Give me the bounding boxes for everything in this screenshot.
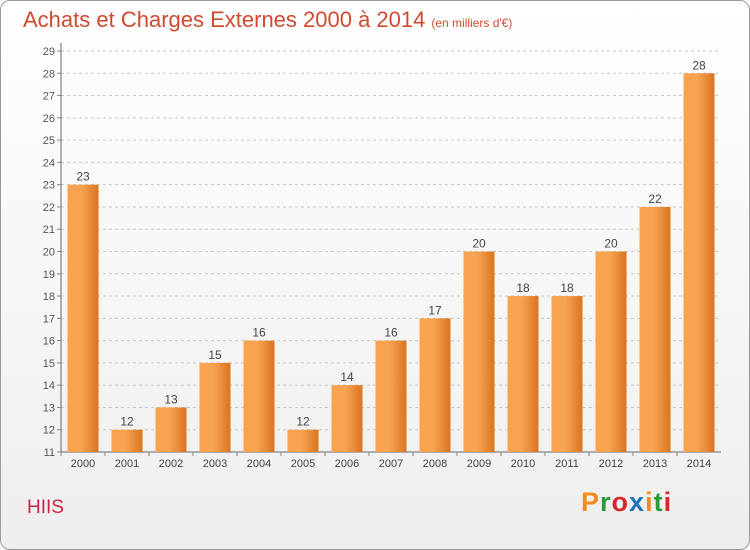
y-tick-label: 18: [43, 291, 55, 303]
bar: [639, 206, 671, 452]
y-tick-label: 11: [44, 447, 55, 459]
x-tick-labels: 2000 2001 2002 2003 2004 2005 2006 2007 2008 2009…: [60, 452, 711, 470]
bar: [683, 73, 715, 453]
x-tick-label: 2005: [291, 458, 315, 470]
x-tick-label: 2000: [71, 458, 95, 470]
bar: [419, 318, 451, 452]
bar: [507, 296, 539, 452]
bar-value-label: 12: [120, 415, 134, 429]
bar-value-label: 15: [208, 348, 222, 362]
bar: [375, 340, 407, 452]
bar: [111, 429, 143, 452]
y-tick-label: 16: [43, 336, 55, 348]
x-tick-label: 2003: [203, 458, 227, 470]
x-tick-label: 2010: [511, 458, 535, 470]
chart-unit: (en milliers d'€): [431, 16, 513, 30]
bar-value-label: 14: [340, 370, 354, 384]
y-tick-label: 14: [43, 380, 55, 392]
x-tick-label: 2013: [643, 458, 667, 470]
x-tick-label: 2012: [599, 458, 623, 470]
bar: [331, 385, 363, 452]
bar: [551, 296, 583, 452]
y-tick-label: 28: [43, 68, 55, 80]
y-tick-label: 27: [43, 91, 55, 103]
bar-value-label: 22: [648, 192, 662, 206]
y-tick-label: 25: [43, 135, 55, 147]
x-tick-label: 2008: [423, 458, 447, 470]
chart-title: Achats et Charges Externes 2000 à 2014 (e…: [23, 7, 512, 33]
y-tick-label: 20: [43, 247, 55, 259]
y-tick-label: 17: [43, 313, 55, 325]
bar-value-label: 18: [516, 281, 530, 295]
logo-letter: i: [645, 487, 654, 517]
commune-name: HIIS: [27, 497, 64, 518]
x-tick-label: 2006: [335, 458, 359, 470]
chart-title-text: Achats et Charges Externes 2000 à 2014: [23, 7, 426, 32]
y-tick-label: 21: [43, 224, 55, 236]
data-labels: 23 12 13 15 16 12 14 16 17 20 18 18 20 22 28: [76, 58, 706, 428]
bar: [67, 184, 99, 452]
bar: [595, 251, 627, 452]
bar: [199, 362, 231, 452]
bar: [463, 251, 495, 452]
bar-value-label: 18: [560, 281, 574, 295]
bar-value-label: 17: [428, 303, 442, 317]
logo-letter: r: [600, 487, 612, 517]
y-tick-label: 24: [43, 157, 55, 169]
bar-value-label: 20: [472, 237, 486, 251]
x-tick-label: 2011: [555, 458, 579, 470]
bar-value-label: 13: [164, 392, 178, 406]
y-tick-label: 12: [43, 425, 55, 437]
y-tick-label: 22: [43, 202, 55, 214]
y-tick-label: 19: [43, 269, 55, 281]
logo-letter: i: [663, 487, 673, 517]
y-tick-label: 26: [43, 113, 55, 125]
logo-letter: o: [611, 487, 630, 517]
bar-value-label: 16: [384, 326, 398, 340]
bar-value-label: 20: [604, 237, 618, 251]
x-tick-label: 2002: [159, 458, 183, 470]
y-tick-labels: 11 12 13 14 15 16 17 18 19 20 21 22 23 24 25 26 27 28 29: [43, 46, 55, 459]
bar: [243, 340, 275, 452]
logo-letter: x: [629, 487, 646, 517]
x-tick-label: 2014: [687, 458, 711, 470]
y-tick-label: 15: [43, 358, 55, 370]
bar-value-label: 16: [252, 326, 266, 340]
bar: [287, 429, 319, 452]
logo-letter: P: [581, 487, 601, 517]
bar: [155, 407, 187, 452]
x-tick-label: 2009: [467, 458, 491, 470]
bar-value-label: 12: [296, 415, 310, 429]
y-tick-label: 29: [43, 46, 55, 58]
bars: [67, 73, 715, 453]
y-tick-label: 23: [43, 180, 55, 192]
y-tick-label: 13: [43, 402, 55, 414]
bar-value-label: 28: [692, 58, 706, 72]
x-tick-label: 2007: [379, 458, 403, 470]
x-tick-label: 2004: [247, 458, 271, 470]
bar-value-label: 23: [76, 170, 90, 184]
x-tick-label: 2001: [115, 458, 139, 470]
logo-letter: t: [653, 487, 664, 517]
proxiti-logo[interactable]: Proxiti: [581, 487, 672, 518]
